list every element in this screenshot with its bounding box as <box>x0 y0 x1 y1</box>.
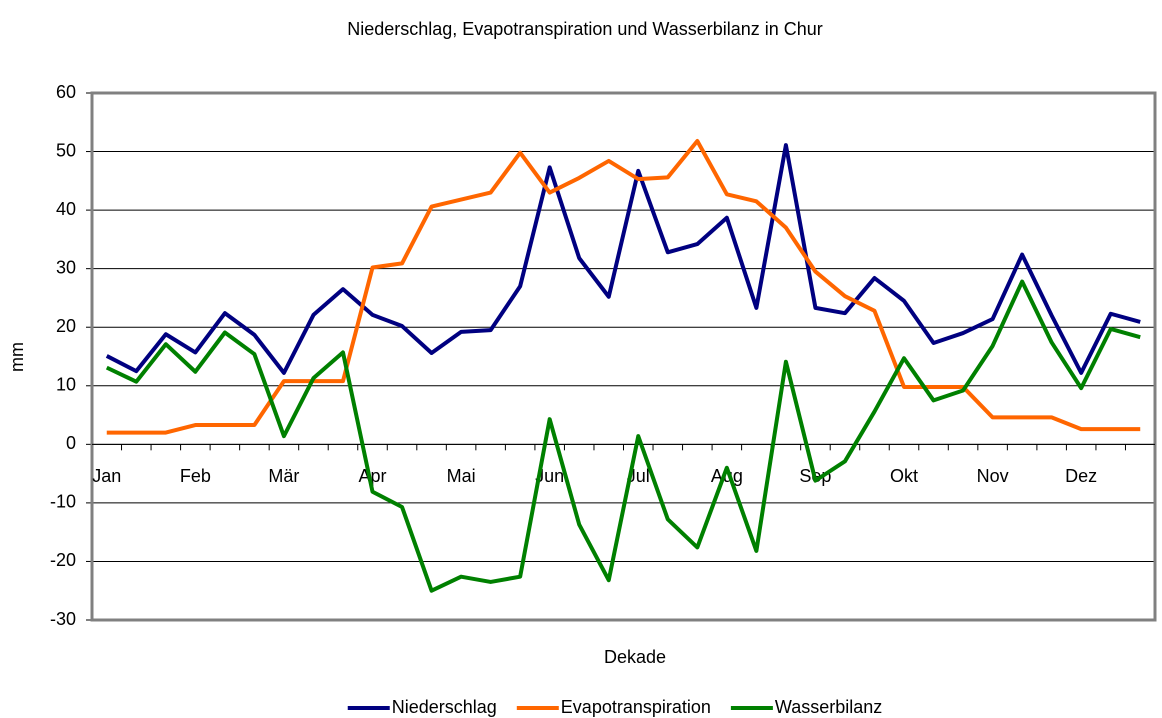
y-axis-label: mm <box>7 342 27 372</box>
x-tick-label: Mär <box>268 466 299 486</box>
legend-label: Evapotranspiration <box>561 697 711 717</box>
y-tick-label: -10 <box>50 492 76 512</box>
x-tick-label: Mai <box>447 466 476 486</box>
series-line <box>106 139 1141 435</box>
y-tick-label: 10 <box>56 375 76 395</box>
x-tick-label: Jan <box>92 466 121 486</box>
x-tick-label: Nov <box>977 466 1009 486</box>
x-tick-label: Jun <box>535 466 564 486</box>
y-tick-label: -20 <box>50 550 76 570</box>
y-tick-label: 0 <box>66 433 76 453</box>
x-tick-label: Aug <box>711 466 743 486</box>
x-tick-label: Apr <box>359 466 387 486</box>
legend-label: Niederschlag <box>392 697 497 717</box>
x-tick-label: Feb <box>180 466 211 486</box>
y-tick-label: 20 <box>56 316 76 336</box>
series-line <box>105 279 1141 593</box>
series-line <box>105 143 1141 375</box>
y-tick-label: 30 <box>56 257 76 277</box>
y-tick-label: 40 <box>56 199 76 219</box>
y-tick-label: 60 <box>56 82 76 102</box>
y-tick-label: 50 <box>56 140 76 160</box>
chart-title: Niederschlag, Evapotranspiration und Was… <box>347 19 823 39</box>
x-tick-label: Okt <box>890 466 918 486</box>
x-axis-label: Dekade <box>604 647 666 667</box>
legend-label: Wasserbilanz <box>775 697 882 717</box>
x-tick-label: Dez <box>1065 466 1097 486</box>
y-tick-label: -30 <box>50 609 76 629</box>
plot-border <box>90 91 1157 622</box>
